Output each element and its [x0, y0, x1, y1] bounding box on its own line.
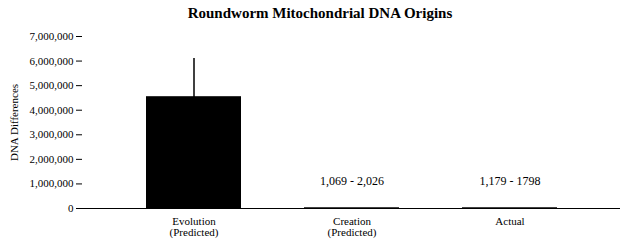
svg-text:1,069 - 2,026: 1,069 - 2,026: [320, 174, 384, 188]
svg-text:6,000,000: 6,000,000: [30, 55, 75, 67]
svg-text:Creation(Predicted): Creation(Predicted): [328, 215, 377, 239]
svg-text:1,000,000: 1,000,000: [30, 177, 75, 189]
svg-text:1,179 - 1798: 1,179 - 1798: [480, 174, 541, 188]
svg-text:7,000,000: 7,000,000: [30, 30, 75, 42]
svg-text:3,000,000: 3,000,000: [30, 128, 75, 140]
svg-text:5,000,000: 5,000,000: [30, 79, 75, 91]
svg-text:DNA Differences: DNA Differences: [8, 84, 20, 161]
svg-text:4,000,000: 4,000,000: [30, 104, 75, 116]
svg-text:Evolution(Predicted): Evolution(Predicted): [170, 215, 219, 239]
svg-text:0: 0: [68, 202, 74, 214]
html-text:Roundworm Mitochondrial DNA Or: Roundworm Mitochondrial DNA Origins: [187, 5, 453, 21]
svg-text:2,000,000: 2,000,000: [30, 153, 75, 165]
svg-text:Actual: Actual: [495, 215, 524, 227]
